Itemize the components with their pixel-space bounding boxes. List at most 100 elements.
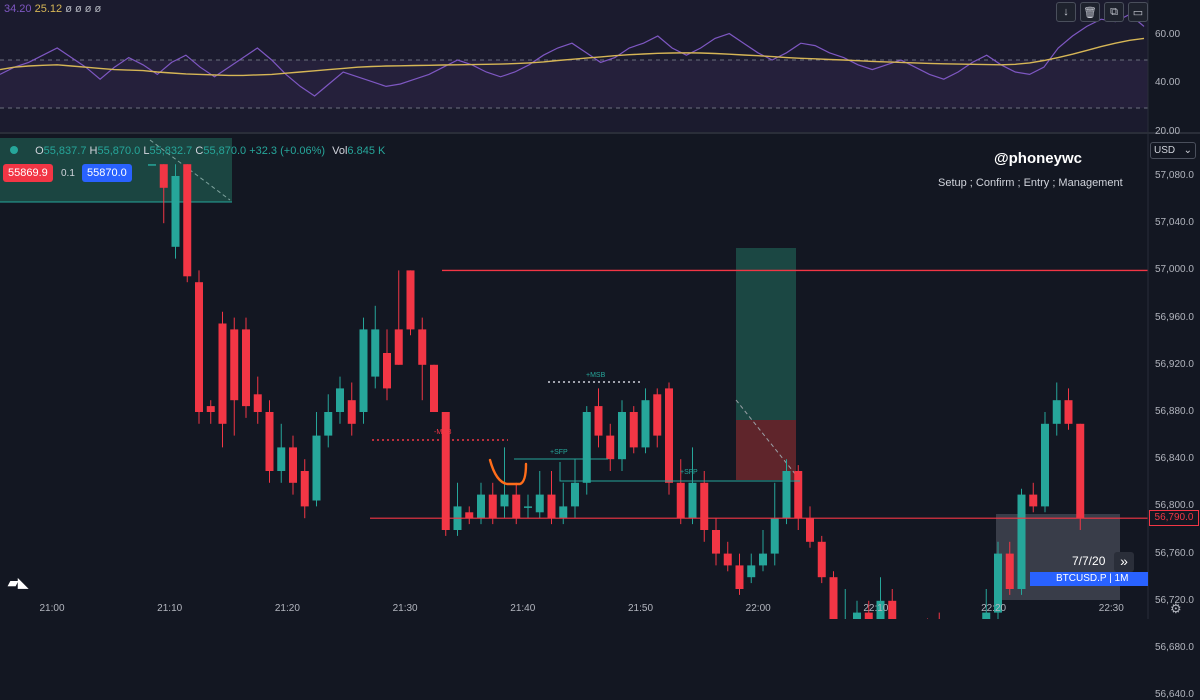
candle-series [148, 164, 1085, 619]
current-price-badge: 56,790.0 [1149, 510, 1199, 527]
candle-down [465, 512, 474, 519]
price-axis-label: 56,680.0 [1155, 642, 1194, 653]
low-label: L [143, 145, 150, 157]
candle-up [277, 447, 286, 471]
symbol-status-dot [10, 146, 18, 154]
candle-up [1017, 494, 1026, 589]
symbol-name: BTCUSD.P [1056, 573, 1107, 584]
candle-up [770, 518, 779, 554]
price-axis-label: 56,920.0 [1155, 358, 1194, 370]
candle-down [218, 323, 227, 424]
symbol-badge[interactable]: BTCUSD.P | 1M [1030, 572, 1148, 586]
sell-button[interactable]: 55869.9 [3, 164, 53, 182]
candle-up [618, 412, 626, 460]
candle-down [1076, 423, 1085, 519]
candle-up [994, 553, 1002, 613]
candle-down [488, 494, 497, 519]
candle-down [735, 565, 744, 589]
arrow-down-icon: ↓ [1063, 6, 1069, 18]
candle-down [794, 471, 803, 519]
maximize-pane-button[interactable]: ⧉ [1104, 2, 1124, 22]
go-to-realtime-button[interactable]: » [1114, 552, 1134, 572]
double-chevron-right-icon: » [1120, 553, 1128, 569]
candle-down [606, 435, 615, 460]
rsi-overbought-zone [0, 60, 1148, 108]
price-axis-label: 56,960.0 [1155, 311, 1194, 323]
rsi-axis-label: 40.00 [1155, 77, 1181, 88]
candle-up [500, 494, 509, 507]
volume-label: Vol [332, 145, 348, 157]
candle-up [312, 435, 321, 501]
price-chart[interactable] [0, 0, 1200, 619]
candle-down [700, 482, 709, 530]
watermark-subtitle: Setup ; Confirm ; Entry ; Management [938, 177, 1123, 189]
rsi-ma-value: 25.12 [34, 3, 63, 15]
long-position-diagonal [735, 399, 801, 481]
tradingview-logo-icon[interactable]: ▰◣ [8, 575, 28, 590]
collapse-icon: ▭ [1132, 6, 1144, 19]
volume-value: 6.845 K [347, 145, 386, 157]
candle-up [759, 553, 767, 566]
open-label: O [35, 145, 44, 157]
candle-up [853, 612, 861, 619]
candle-down [817, 541, 826, 578]
candle-down [394, 329, 403, 365]
close-label: C [195, 145, 204, 157]
time-axis-label: 21:00 [39, 603, 65, 614]
candle-down [594, 406, 603, 436]
candle-up [582, 412, 591, 483]
candle-down [864, 612, 873, 619]
ohlc-legend: O55,837.7 H55,870.0 L55,832.7 C55,870.0 … [10, 145, 385, 157]
price-axis-label: 57,040.0 [1155, 217, 1194, 229]
candle-down [653, 394, 662, 436]
candle-up [359, 329, 368, 412]
collapse-pane-button[interactable]: ▭ [1128, 2, 1148, 22]
time-axis-label: 22:20 [981, 603, 1007, 614]
candle-up [782, 471, 791, 519]
currency-selector[interactable]: USD ⌄ [1150, 142, 1196, 159]
currency-label: USD [1154, 145, 1176, 156]
order-quantity[interactable]: 0.1 [61, 168, 75, 179]
gear-icon[interactable]: ⚙ [1170, 601, 1182, 616]
candle-up [524, 506, 532, 508]
candle-down [665, 388, 673, 483]
candle-down [183, 164, 192, 277]
time-axis-label: 21:50 [627, 603, 654, 614]
symbol-interval: 1M [1114, 573, 1129, 584]
candle-up [477, 494, 485, 519]
high-value: 55,870.0 [97, 145, 141, 157]
high-label: H [89, 145, 98, 157]
delete-pane-button[interactable]: 🗑 [1080, 2, 1100, 22]
candle-down [159, 164, 168, 188]
price-axis-label: 56,640.0 [1155, 689, 1194, 700]
candle-down [712, 530, 720, 554]
price-axis-label: 57,080.0 [1155, 170, 1194, 181]
rsi-legend: 34.20 25.12 ø ø ø ø [4, 3, 101, 15]
candle-up [535, 494, 544, 513]
candle-down [723, 553, 732, 566]
candle-up [336, 388, 344, 412]
hand-drawn-bracket [488, 458, 528, 486]
candle-up [688, 482, 697, 519]
price-axis-label: 57,000.0 [1155, 264, 1194, 276]
time-axis-label: 21:20 [274, 603, 300, 614]
time-axis-label: 21:30 [392, 603, 418, 614]
rsi-value: 34.20 [4, 3, 32, 15]
time-axis-label: 21:40 [510, 603, 536, 614]
candle-down [629, 412, 638, 448]
candle-up [559, 506, 568, 519]
price-axis-label: 56,720.0 [1155, 594, 1194, 606]
candle-down [406, 270, 415, 330]
candle-down [441, 412, 450, 530]
candle-down [289, 447, 297, 483]
price-axis-label: 56,760.0 [1155, 547, 1194, 559]
move-pane-down-button[interactable]: ↓ [1056, 2, 1076, 22]
price-axis-label: 56,800.0 [1155, 500, 1194, 512]
candle-down [253, 394, 262, 412]
buy-button[interactable]: 55870.0 [82, 164, 132, 182]
chevron-down-icon: ⌄ [1183, 145, 1192, 156]
candle-down [676, 482, 685, 519]
sfp2-line [559, 462, 800, 482]
rsi-flags: ø ø ø ø [65, 3, 102, 15]
close-value: 55,870.0 [203, 145, 247, 157]
